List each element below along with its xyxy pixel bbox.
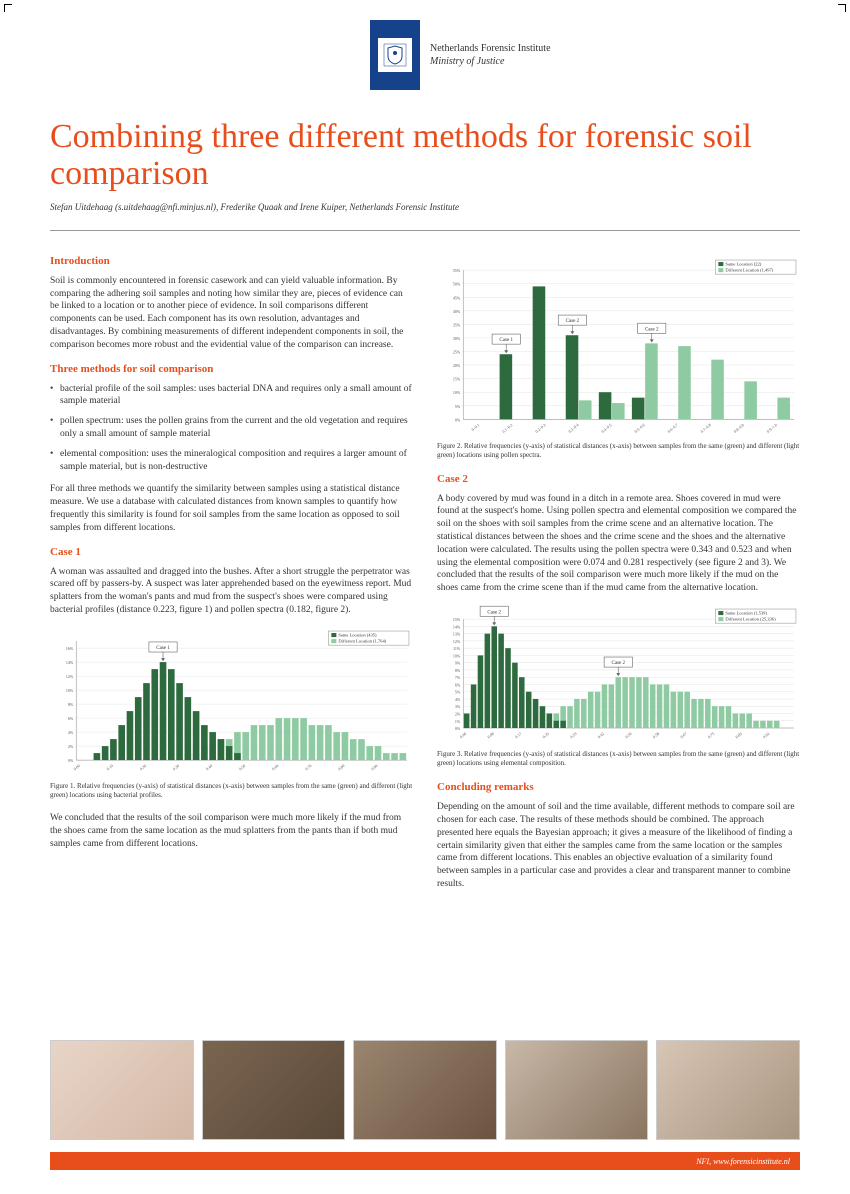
svg-text:25%: 25% <box>453 350 461 355</box>
svg-text:15%: 15% <box>453 617 461 622</box>
svg-text:Same Location (435): Same Location (435) <box>338 632 377 637</box>
fig3-caption: Figure 3. Relative frequencies (y-axis) … <box>437 750 800 768</box>
svg-text:5%: 5% <box>455 690 461 695</box>
org-line2: Ministry of Justice <box>430 55 551 68</box>
svg-text:6%: 6% <box>455 682 461 687</box>
svg-text:14%: 14% <box>453 624 461 629</box>
svg-text:12%: 12% <box>66 674 74 679</box>
svg-text:10%: 10% <box>66 688 74 693</box>
svg-text:Case 2: Case 2 <box>487 609 501 615</box>
svg-text:2%: 2% <box>455 712 461 717</box>
svg-text:0%: 0% <box>455 726 461 731</box>
svg-text:8%: 8% <box>68 702 74 707</box>
svg-text:3%: 3% <box>455 704 461 709</box>
svg-text:20%: 20% <box>453 363 461 368</box>
intro-heading: Introduction <box>50 254 413 269</box>
case1-heading: Case 1 <box>50 545 413 560</box>
header-logo: Netherlands Forensic Institute Ministry … <box>370 20 551 90</box>
methods-body: For all three methods we quantify the si… <box>50 483 413 534</box>
fig1-caption: Figure 1. Relative frequencies (y-axis) … <box>50 782 413 800</box>
svg-text:8%: 8% <box>455 668 461 673</box>
svg-text:10%: 10% <box>453 653 461 658</box>
left-column: Introduction Soil is commonly encountere… <box>50 250 413 901</box>
svg-text:10%: 10% <box>453 390 461 395</box>
concl-body: Depending on the amount of soil and the … <box>437 801 800 891</box>
page-title: Combining three different methods for fo… <box>50 118 800 193</box>
svg-text:6%: 6% <box>68 716 74 721</box>
svg-text:Case 1: Case 1 <box>156 645 170 651</box>
list-item: pollen spectrum: uses the pollen grains … <box>50 415 413 441</box>
svg-text:0%: 0% <box>455 417 461 422</box>
right-column: 0%5%10%15%20%25%30%35%40%45%50%55%0–0.10… <box>437 250 800 901</box>
logo-banner <box>370 20 420 90</box>
org-name: Netherlands Forensic Institute Ministry … <box>430 42 551 68</box>
figure-1-chart: 0%2%4%6%8%10%12%14%16%0.000.100.200.300.… <box>50 627 413 778</box>
svg-text:Case 2: Case 2 <box>645 326 659 332</box>
case1-body: A woman was assaulted and dragged into t… <box>50 566 413 617</box>
svg-text:9%: 9% <box>455 661 461 666</box>
svg-text:13%: 13% <box>453 632 461 637</box>
svg-text:4%: 4% <box>68 730 74 735</box>
svg-text:2%: 2% <box>68 744 74 749</box>
case2-body: A body covered by mud was found in a dit… <box>437 493 800 596</box>
photo-thumbnail <box>50 1040 194 1140</box>
case2-heading: Case 2 <box>437 472 800 487</box>
svg-text:50%: 50% <box>453 282 461 287</box>
concl-heading: Concluding remarks <box>437 780 800 795</box>
photo-thumbnail <box>505 1040 649 1140</box>
svg-text:1%: 1% <box>455 719 461 724</box>
svg-text:12%: 12% <box>453 639 461 644</box>
svg-text:Case 2: Case 2 <box>566 318 580 324</box>
org-line1: Netherlands Forensic Institute <box>430 42 551 55</box>
methods-heading: Three methods for soil comparison <box>50 362 413 377</box>
photo-row <box>50 1040 800 1140</box>
svg-text:Case 1: Case 1 <box>499 337 513 343</box>
svg-text:40%: 40% <box>453 309 461 314</box>
case1-conclusion: We concluded that the results of the soi… <box>50 812 413 850</box>
svg-text:5%: 5% <box>455 404 461 409</box>
figure-3-chart: 0%1%2%3%4%5%6%7%8%9%10%11%12%13%14%15%0.… <box>437 605 800 746</box>
svg-text:4%: 4% <box>455 697 461 702</box>
svg-text:7%: 7% <box>455 675 461 680</box>
content-columns: Introduction Soil is commonly encountere… <box>50 250 800 901</box>
svg-text:11%: 11% <box>453 646 461 651</box>
svg-text:45%: 45% <box>453 295 461 300</box>
svg-text:35%: 35% <box>453 322 461 327</box>
crest-icon <box>378 38 412 72</box>
svg-text:14%: 14% <box>66 660 74 665</box>
list-item: bacterial profile of the soil samples: u… <box>50 383 413 409</box>
photo-thumbnail <box>202 1040 346 1140</box>
title-divider <box>50 230 800 231</box>
svg-text:16%: 16% <box>66 646 74 651</box>
svg-text:Same Location (22): Same Location (22) <box>725 262 761 267</box>
svg-text:15%: 15% <box>453 377 461 382</box>
svg-text:30%: 30% <box>453 336 461 341</box>
figure-2-chart: 0%5%10%15%20%25%30%35%40%45%50%55%0–0.10… <box>437 256 800 438</box>
svg-text:Case 2: Case 2 <box>611 660 625 666</box>
footer-bar: NFI, www.forensicinstitute.nl <box>50 1152 800 1170</box>
list-item: elemental composition: uses the mineralo… <box>50 448 413 474</box>
photo-thumbnail <box>353 1040 497 1140</box>
fig2-caption: Figure 2. Relative frequencies (y-axis) … <box>437 442 800 460</box>
svg-text:0%: 0% <box>68 758 74 763</box>
authors-line: Stefan Uitdehaag (s.uitdehaag@nfi.minjus… <box>50 202 800 212</box>
intro-body: Soil is commonly encountered in forensic… <box>50 275 413 352</box>
svg-text:55%: 55% <box>453 268 461 273</box>
photo-thumbnail <box>656 1040 800 1140</box>
footer-text: NFI, www.forensicinstitute.nl <box>696 1157 790 1166</box>
methods-bullets: bacterial profile of the soil samples: u… <box>50 383 413 474</box>
